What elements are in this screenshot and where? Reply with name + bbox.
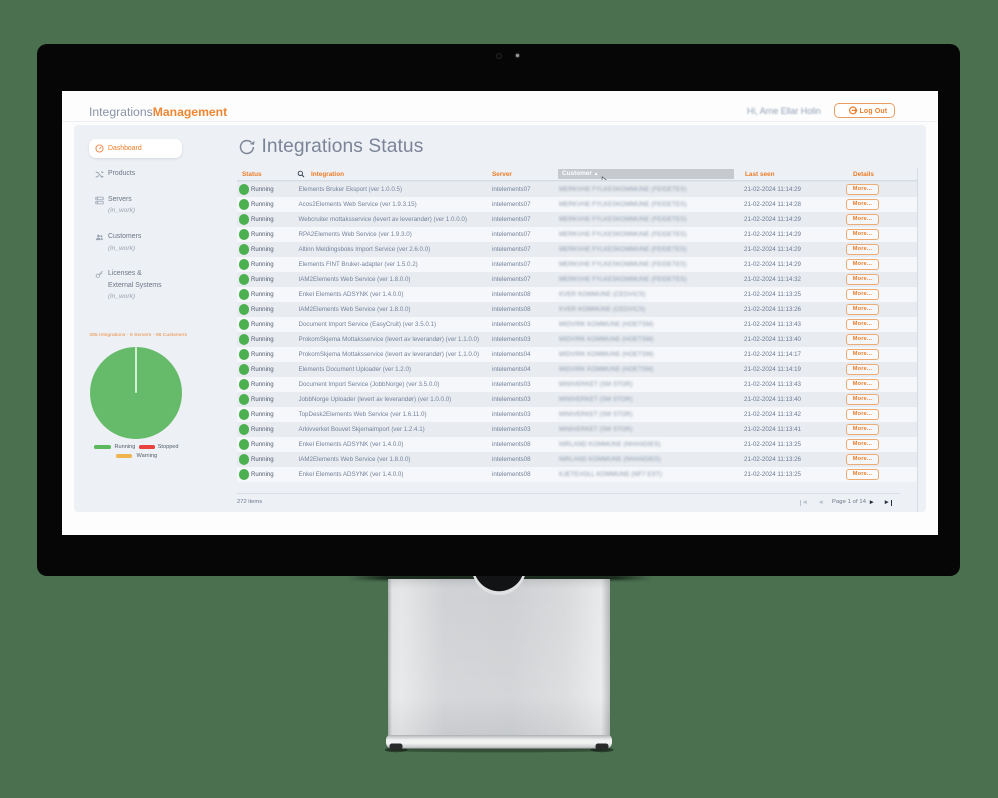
svg-text:Log Out: Log Out [860,108,888,115]
